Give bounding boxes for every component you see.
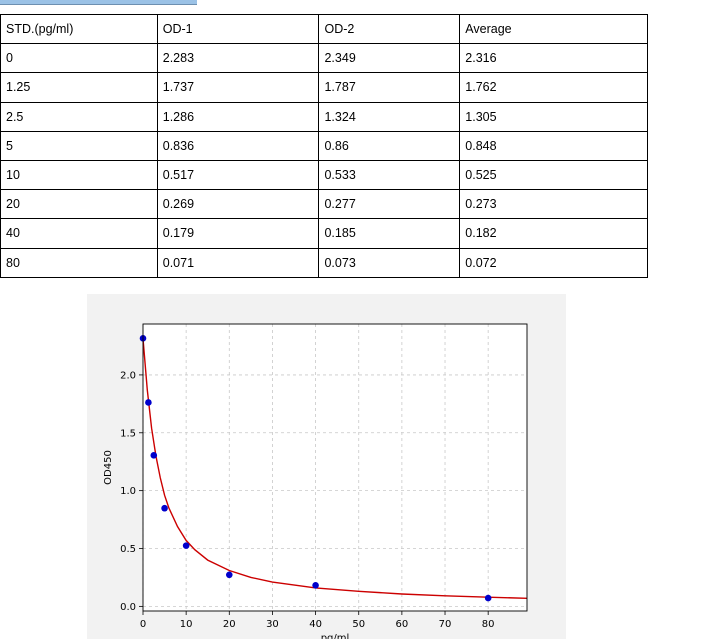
table-cell: 1.787 <box>318 72 461 103</box>
table-cell: 0.179 <box>156 218 320 249</box>
table-row: 80 0.071 0.073 0.072 <box>0 247 648 278</box>
standard-curve-plot: 0 10 20 30 40 50 60 70 80 0.0 0.5 1.0 1.5 2.0 pg/ml OD4… <box>87 294 566 639</box>
table-cell: 0.273 <box>459 189 648 220</box>
table-header-row: STD.(pg/ml) OD-1 OD-2 Average <box>0 13 648 45</box>
y-tick-label: 2.0 <box>120 370 136 381</box>
top-highlight-strip <box>0 0 197 5</box>
table-cell: 1.324 <box>318 101 461 132</box>
table-cell: 0.86 <box>318 130 461 161</box>
table-cell: 0.525 <box>459 159 648 191</box>
table-cell: 20 <box>0 189 158 220</box>
standard-curve-table: STD.(pg/ml) OD-1 OD-2 Average 0 2.283 2.349 2.3… <box>0 13 648 278</box>
plot-frame <box>142 323 528 612</box>
table-cell: 0.836 <box>156 130 320 161</box>
table-cell: 0.182 <box>459 218 648 249</box>
table-cell: 5 <box>0 130 158 161</box>
table-cell: 2.349 <box>318 43 461 74</box>
table-cell: 0 <box>0 43 158 74</box>
data-point <box>182 542 190 549</box>
x-tick-label: 70 <box>439 619 452 630</box>
data-point <box>312 582 319 589</box>
table-cell: 2.5 <box>0 101 158 132</box>
table-cell: 1.305 <box>459 101 648 132</box>
data-point <box>484 594 492 602</box>
table-row: 10 0.517 0.533 0.525 <box>0 159 648 191</box>
x-tick-label: 20 <box>223 619 236 630</box>
table-cell: 0.848 <box>459 130 648 161</box>
x-tick-label: 60 <box>396 619 409 630</box>
x-tick-label: 80 <box>482 619 495 630</box>
data-point <box>161 504 168 512</box>
table-cell: 0.277 <box>318 189 461 220</box>
data-point <box>145 399 152 406</box>
table-row: 1.25 1.737 1.787 1.762 <box>0 72 648 103</box>
data-point <box>150 452 158 459</box>
x-tick-label: 0 <box>140 619 146 630</box>
chart-svg: 0 10 20 30 40 50 60 70 80 0.0 0.5 1.0 1.5 2.0 pg/ml OD4… <box>103 323 528 639</box>
x-tick-label: 50 <box>352 619 365 630</box>
table-row: 20 0.269 0.277 0.273 <box>0 189 648 220</box>
table-cell: 0.533 <box>318 159 461 191</box>
y-tick-label: 0.5 <box>120 544 136 555</box>
table-cell: 80 <box>0 247 158 278</box>
table-cell: 0.517 <box>156 159 320 191</box>
column-header: STD.(pg/ml) <box>0 13 158 45</box>
y-tick-label: 0.0 <box>120 602 136 613</box>
y-axis-label: OD450 <box>103 450 114 485</box>
column-header: Average <box>459 13 648 45</box>
table-cell: 1.737 <box>156 72 320 103</box>
x-tick-label: 40 <box>309 619 322 630</box>
table-cell: 0.269 <box>156 189 320 220</box>
table-row: 5 0.836 0.86 0.848 <box>0 130 648 161</box>
table-cell: 2.316 <box>459 43 648 74</box>
table-cell: 0.072 <box>459 247 648 278</box>
table-cell: 2.283 <box>156 43 320 74</box>
x-tick-label: 10 <box>180 619 193 630</box>
table-cell: 0.073 <box>318 247 461 278</box>
x-axis-label: pg/ml <box>321 633 350 639</box>
table-row: 40 0.179 0.185 0.182 <box>0 218 648 249</box>
column-header: OD-2 <box>318 13 461 45</box>
table-cell: 1.286 <box>156 101 320 132</box>
y-tick-label: 1.0 <box>120 486 136 497</box>
table-cell: 0.185 <box>318 218 461 249</box>
table-cell: 0.071 <box>156 247 320 278</box>
table-cell: 40 <box>0 218 158 249</box>
table-cell: 10 <box>0 159 158 191</box>
data-point <box>225 571 233 579</box>
table-cell: 1.25 <box>0 72 158 103</box>
table-row: 0 2.283 2.349 2.316 <box>0 43 648 74</box>
column-header: OD-1 <box>156 13 320 45</box>
table-cell: 1.762 <box>459 72 648 103</box>
table-row: 2.5 1.286 1.324 1.305 <box>0 101 648 132</box>
plot-area <box>143 324 527 611</box>
y-tick-label: 1.5 <box>120 428 136 439</box>
x-tick-label: 30 <box>266 619 279 630</box>
fit-curve-line <box>142 338 528 599</box>
